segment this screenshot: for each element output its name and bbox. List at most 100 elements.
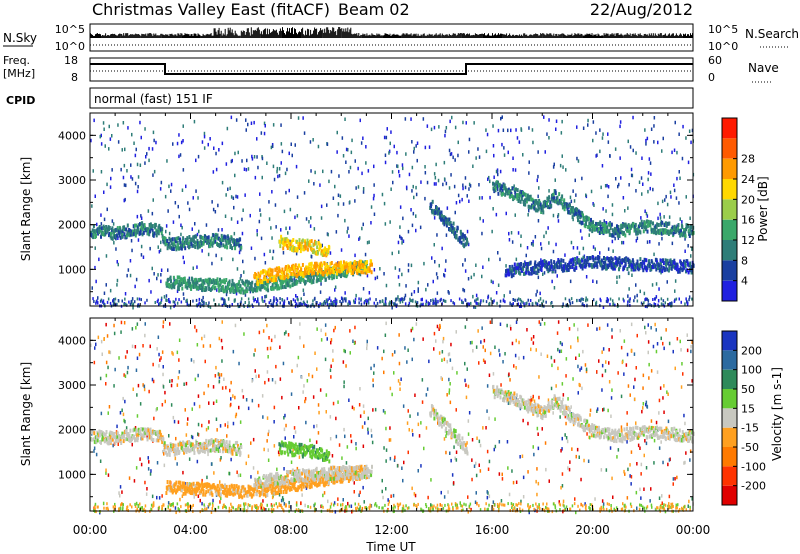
noise-sample xyxy=(436,35,438,38)
echo-band-cell xyxy=(578,220,581,225)
scatter-echo xyxy=(160,296,163,301)
scatter-echo xyxy=(565,168,567,172)
scatter-echo xyxy=(160,180,163,185)
scatter-echo xyxy=(259,213,262,217)
scatter-echo xyxy=(193,495,195,499)
scatter-echo xyxy=(176,350,179,355)
scatter-echo xyxy=(539,297,542,301)
scatter-echo xyxy=(468,150,470,154)
scatter-echo xyxy=(609,154,611,158)
scatter-echo xyxy=(317,144,320,149)
scatter-echo xyxy=(117,236,119,240)
scatter-echo xyxy=(225,193,227,197)
noise-sample xyxy=(312,33,314,38)
noise-sample xyxy=(268,29,270,38)
scatter-echo xyxy=(342,299,344,303)
near-range-echo xyxy=(662,299,665,303)
echo-band-cell xyxy=(541,263,543,268)
scatter-echo xyxy=(462,263,464,267)
scatter-echo xyxy=(160,273,162,277)
echo-band-cell xyxy=(357,265,360,270)
noise-sample xyxy=(169,33,171,38)
near-range-echo xyxy=(323,300,326,304)
noise-sample xyxy=(561,33,563,38)
echo-band-cell xyxy=(302,273,305,278)
near-range-echo xyxy=(605,299,608,303)
scatter-echo xyxy=(588,233,590,237)
noise-sample xyxy=(395,34,397,38)
echo-band-cell xyxy=(299,271,302,276)
noise-sample xyxy=(252,30,254,38)
scatter-echo xyxy=(685,136,687,140)
scatter-echo xyxy=(362,190,365,194)
scatter-echo xyxy=(411,165,414,170)
scatter-echo xyxy=(566,439,569,444)
scatter-echo xyxy=(472,294,474,299)
near-range-echo xyxy=(113,301,116,305)
scatter-echo xyxy=(177,204,179,209)
noise-sample xyxy=(251,34,253,38)
noise-sample xyxy=(232,33,234,38)
scatter-echo xyxy=(658,446,661,450)
scatter-echo xyxy=(217,372,220,376)
noise-sample xyxy=(241,32,243,38)
near-range-echo xyxy=(354,300,356,304)
scatter-echo xyxy=(319,447,321,451)
scatter-echo xyxy=(400,236,402,240)
near-range-echo xyxy=(646,298,648,301)
scatter-echo xyxy=(623,469,625,474)
noise-sample xyxy=(367,35,369,38)
noise-sample xyxy=(182,35,184,38)
near-range-echo xyxy=(205,302,207,305)
near-range-echo xyxy=(430,299,432,302)
echo-band-cell xyxy=(218,288,221,293)
scatter-echo xyxy=(174,201,177,205)
noise-sample xyxy=(250,27,252,38)
scatter-echo xyxy=(259,208,261,212)
near-range-echo xyxy=(240,300,242,304)
near-range-echo xyxy=(531,302,534,306)
scatter-echo xyxy=(148,158,150,163)
noise-sample xyxy=(604,34,606,38)
echo-band-cell xyxy=(616,230,619,235)
echo-band-cell xyxy=(191,238,194,243)
echo-band-cell xyxy=(358,269,361,274)
scatter-echo xyxy=(115,247,117,251)
scatter-echo xyxy=(254,175,257,180)
echo-band-cell xyxy=(211,243,214,248)
y-tick-label: 4000 xyxy=(58,129,86,142)
scatter-echo xyxy=(587,323,589,327)
scatter-echo xyxy=(147,209,150,213)
noise-sample xyxy=(598,34,600,38)
echo-band-cell xyxy=(224,244,226,249)
echo-band-cell xyxy=(154,223,157,228)
noise-sample xyxy=(515,35,517,38)
scatter-echo xyxy=(413,195,415,200)
echo-band-cell xyxy=(682,262,685,267)
noise-sample xyxy=(691,34,692,38)
scatter-echo xyxy=(351,510,353,514)
scatter-echo xyxy=(486,132,489,137)
scatter-echo xyxy=(544,441,547,445)
near-range-echo xyxy=(496,301,498,305)
scatter-echo xyxy=(618,182,620,187)
scatter-echo xyxy=(398,169,400,174)
scatter-echo xyxy=(665,194,667,199)
echo-band-cell xyxy=(194,245,197,249)
scatter-echo xyxy=(555,127,557,131)
date-label: 22/Aug/2012 xyxy=(590,0,693,19)
echo-band-cell xyxy=(283,242,286,247)
scatter-echo xyxy=(576,125,578,129)
scatter-echo xyxy=(662,136,664,141)
echo-band-cell xyxy=(505,273,508,278)
scatter-echo xyxy=(659,212,661,217)
scatter-echo xyxy=(373,193,375,198)
scatter-echo xyxy=(124,197,126,202)
scatter-echo xyxy=(433,172,436,176)
echo-band-cell xyxy=(126,233,128,238)
scatter-echo xyxy=(383,135,386,140)
echo-band-cell xyxy=(323,261,326,266)
echo-band-cell xyxy=(508,265,511,269)
echo-band-cell xyxy=(261,280,264,285)
echo-band-cell xyxy=(539,205,542,210)
